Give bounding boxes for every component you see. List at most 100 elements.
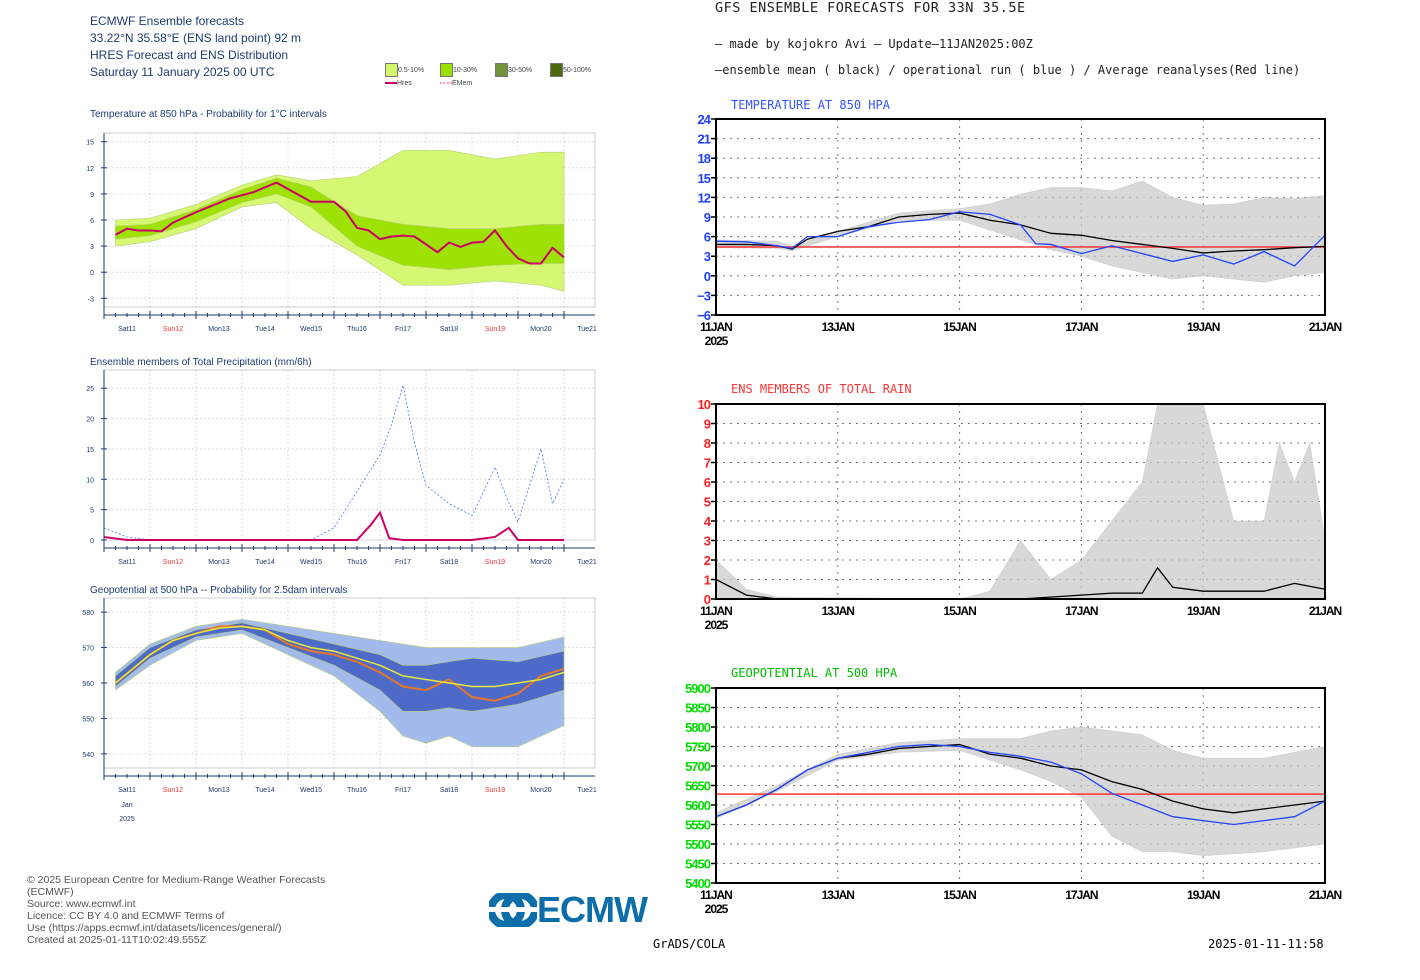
y-tick-label: 5 bbox=[90, 508, 94, 515]
chart-title: TEMPERATURE AT 850 HPA bbox=[731, 98, 890, 112]
footer-line: Use (https://apps.ecmwf.int/datasets/lic… bbox=[27, 922, 282, 934]
y-tick-label: 5900 bbox=[685, 681, 711, 696]
y-tick-label: 15 bbox=[698, 171, 711, 186]
x-tick-label: Mon20 bbox=[530, 559, 552, 566]
series-ens-mean bbox=[115, 625, 565, 688]
chart-ec_t850: -3 0 3 6 9 12 15 Sat11 Sun12 Mon13 Tue14 Wed15 Thu16… bbox=[86, 132, 597, 333]
chart-title: GEOPOTENTIAL AT 500 HPA bbox=[731, 666, 898, 680]
legend-item: 50-100% bbox=[550, 63, 591, 77]
y-tick-label: 5400 bbox=[685, 876, 711, 891]
chart-ec_z500: 540 550 560 570 580 Sat11 Sun12 Mon13 Tue14 Wed15… bbox=[82, 597, 597, 823]
x-tick-label: Fri17 bbox=[395, 787, 411, 794]
legend-label: Hres bbox=[397, 80, 412, 87]
ecmwf-header: ECMWF Ensemble forecasts 33.22°N 35.58°E… bbox=[90, 13, 301, 81]
ecmwf-header-line: HRES Forecast and ENS Distribution bbox=[90, 48, 289, 62]
grads-credit: GrADS/COLA bbox=[653, 937, 726, 951]
y-tick-label: 5450 bbox=[685, 857, 711, 872]
legend-label: 30-50% bbox=[508, 66, 533, 74]
timestamp: 2025-01-11-11:58 bbox=[1208, 937, 1324, 951]
legend-label: 0.5-10% bbox=[398, 66, 425, 74]
y-tick-label: 5850 bbox=[685, 701, 711, 716]
legend-line bbox=[440, 82, 452, 85]
legend-item: 10-30% bbox=[440, 63, 477, 77]
chart-title: Geopotential at 500 hPa -- Probability f… bbox=[90, 585, 348, 596]
x-tick-label: Mon13 bbox=[208, 559, 230, 566]
legend-swatch bbox=[385, 63, 398, 77]
x-sub-label: Jan bbox=[121, 802, 132, 809]
x-tick-label: 19JAN bbox=[1187, 320, 1220, 334]
y-tick-label: 24 bbox=[698, 112, 712, 127]
y-tick-label: 8 bbox=[704, 436, 711, 451]
x-tick-label: Sun12 bbox=[163, 326, 183, 333]
chart-title: ENS MEMBERS OF TOTAL RAIN bbox=[731, 382, 912, 396]
copyright-footer: © 2025 European Centre for Medium-Range … bbox=[27, 874, 325, 946]
x-tick-label: Tue21 bbox=[577, 787, 597, 794]
ecmwf-logo-icon bbox=[489, 893, 537, 927]
gfs-legend-text: –ensemble mean ( black) / operational ru… bbox=[715, 63, 1301, 77]
x-tick-label: 19JAN bbox=[1187, 604, 1220, 618]
chart-title: Temperature at 850 hPa - Probability for… bbox=[90, 109, 327, 120]
x-tick-label: Wed15 bbox=[300, 326, 322, 333]
band-members bbox=[715, 180, 1326, 283]
gfs-title: GFS ENSEMBLE FORECASTS FOR 33N 35.5E bbox=[715, 0, 1026, 16]
x-tick-label: Tue21 bbox=[577, 326, 597, 333]
plot-area bbox=[103, 369, 596, 541]
series-hres bbox=[103, 510, 564, 541]
y-tick-label: 10 bbox=[698, 397, 711, 412]
y-tick-label: 550 bbox=[82, 716, 94, 723]
y-tick-label: 5600 bbox=[685, 798, 711, 813]
x-tick-label: 15JAN bbox=[943, 320, 976, 334]
x-tick-label: 21JAN bbox=[1309, 320, 1342, 334]
legend-item: EMem bbox=[440, 80, 472, 87]
y-tick-label: −3 bbox=[697, 288, 711, 303]
x-year-label: 2025 bbox=[705, 902, 729, 916]
y-tick-label: 9 bbox=[704, 210, 711, 225]
x-tick-label: 13JAN bbox=[822, 888, 855, 902]
x-tick-label: Sun12 bbox=[163, 559, 183, 566]
series-operational-run bbox=[715, 743, 1326, 826]
legend-swatch bbox=[550, 63, 563, 77]
x-year-label: 2025 bbox=[705, 618, 729, 632]
y-tick-label: 5 bbox=[704, 495, 711, 510]
y-tick-label: 5700 bbox=[685, 759, 711, 774]
x-tick-label: Sat11 bbox=[118, 787, 136, 794]
legend-swatch bbox=[440, 63, 453, 77]
x-year-label: 2025 bbox=[705, 334, 729, 348]
band-10-30- bbox=[115, 177, 565, 270]
x-tick-label: 15JAN bbox=[943, 888, 976, 902]
y-tick-label: 1 bbox=[704, 573, 711, 588]
footer-line: Created at 2025-01-11T10:02:49.555Z bbox=[27, 934, 207, 946]
chart-ec_tp: 0 5 10 15 20 25 Sat11 Sun12 Mon13 Tue14 Wed15 Thu16… bbox=[86, 369, 597, 566]
ecmwf-header-line: 33.22°N 35.58°E (ENS land point) 92 m bbox=[90, 31, 302, 45]
x-tick-label: Sat18 bbox=[440, 326, 458, 333]
x-tick-label: Thu16 bbox=[347, 326, 367, 333]
legend-label: 50-100% bbox=[563, 66, 592, 74]
x-tick-label: Fri17 bbox=[395, 559, 411, 566]
y-tick-label: 5500 bbox=[685, 837, 711, 852]
x-sub-label: 2025 bbox=[119, 816, 135, 823]
logo-text: ECMW bbox=[537, 892, 648, 928]
y-tick-label: 6 bbox=[704, 230, 711, 245]
band-0-5-10- bbox=[115, 618, 565, 748]
ecmwf-logo: ECMW bbox=[489, 892, 649, 928]
x-tick-label: Sun12 bbox=[163, 787, 183, 794]
ecmwf-header-line: Saturday 11 January 2025 00 UTC bbox=[90, 65, 275, 79]
x-tick-label: Mon20 bbox=[530, 326, 552, 333]
y-tick-label: 12 bbox=[86, 166, 94, 173]
series-ensemble-mean bbox=[716, 212, 1326, 254]
x-tick-label: Sat11 bbox=[118, 326, 136, 333]
x-tick-label: Mon20 bbox=[530, 787, 552, 794]
y-tick-label: 20 bbox=[86, 417, 94, 424]
x-tick-label: Thu16 bbox=[347, 787, 367, 794]
x-tick-label: Tue14 bbox=[255, 326, 275, 333]
series-hres bbox=[115, 181, 565, 265]
footer-line: © 2025 European Centre for Medium-Range … bbox=[27, 874, 326, 886]
footer-line: Source: www.ecmwf.int bbox=[27, 898, 136, 910]
x-tick-label: Sun19 bbox=[485, 787, 505, 794]
y-tick-label: 12 bbox=[698, 190, 711, 205]
footer-line: (ECMWF) bbox=[27, 886, 74, 898]
legend-item: 30-50% bbox=[495, 63, 532, 77]
x-tick-label: 19JAN bbox=[1187, 888, 1220, 902]
x-tick-label: 15JAN bbox=[943, 604, 976, 618]
x-tick-label: Thu16 bbox=[347, 559, 367, 566]
